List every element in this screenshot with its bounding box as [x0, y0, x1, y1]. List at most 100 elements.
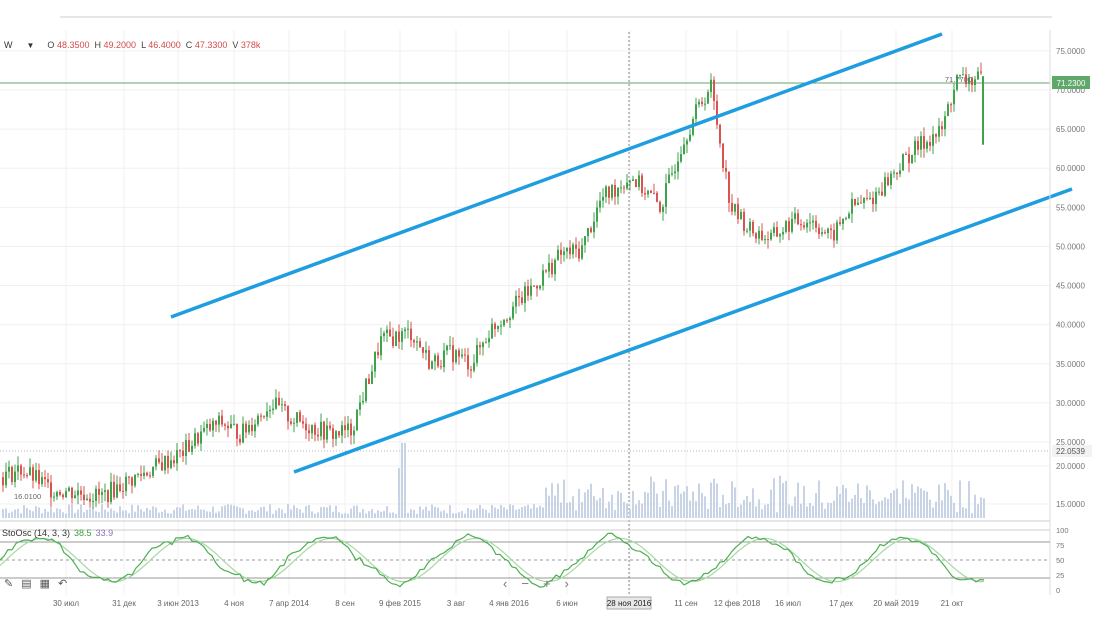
- scroll-left-icon[interactable]: ‹: [503, 576, 508, 591]
- volume-bar: [32, 511, 34, 518]
- zoom-in-icon[interactable]: +: [542, 576, 551, 591]
- candle-body: [488, 338, 490, 343]
- volume-bar: [254, 511, 256, 518]
- candle-body: [629, 180, 631, 183]
- layers-icon[interactable]: ▤: [21, 578, 32, 590]
- trend-channel[interactable]: [170, 32, 1073, 474]
- candle-body: [602, 196, 604, 201]
- candle-body: [269, 410, 271, 412]
- low-value: 46.4000: [148, 40, 181, 50]
- candle-body: [509, 318, 511, 321]
- volume-bar: [740, 504, 742, 518]
- candle-body: [641, 175, 643, 193]
- volume-bar: [86, 509, 88, 518]
- volume-bar: [293, 505, 295, 518]
- low-label: 16.0100: [14, 492, 41, 501]
- candle-body: [89, 498, 91, 502]
- volume-bar: [956, 512, 958, 518]
- candle-body: [302, 421, 304, 424]
- candle-body: [311, 424, 313, 434]
- volume-bars: [0, 443, 1050, 522]
- candle-body: [260, 415, 262, 417]
- close-label: C: [185, 40, 193, 50]
- pencil-icon[interactable]: ✎: [4, 578, 14, 590]
- volume-bar: [383, 511, 385, 518]
- volume-bar: [347, 513, 349, 518]
- last-price-label: 71.2300: [1057, 79, 1086, 88]
- volume-bar: [26, 508, 28, 518]
- volume-bar: [11, 511, 13, 518]
- volume-bar: [410, 509, 412, 518]
- scroll-right-icon[interactable]: ›: [564, 576, 569, 591]
- candle-body: [152, 466, 154, 476]
- candle-body: [743, 211, 745, 231]
- candle-body: [548, 262, 550, 272]
- y-tick-label: 30.0000: [1056, 399, 1085, 408]
- candle-body: [722, 143, 724, 168]
- candle-body: [479, 345, 481, 348]
- chevron-down-icon[interactable]: ▼: [26, 41, 35, 50]
- volume-bar: [674, 486, 676, 518]
- volume-bar: [449, 505, 451, 518]
- undo-icon[interactable]: ↶: [58, 578, 68, 590]
- candle-body: [881, 191, 883, 196]
- candle-body: [707, 91, 709, 104]
- volume-bar: [413, 509, 415, 518]
- candle-body: [65, 491, 67, 498]
- stochastic-legend[interactable]: StoOsc (14, 3, 3) 38.5 33.9: [2, 528, 113, 538]
- candle-body: [785, 221, 787, 232]
- candle-body: [911, 155, 913, 164]
- candle-body: [461, 354, 463, 357]
- volume-bar: [80, 504, 82, 518]
- volume-bar: [425, 506, 427, 518]
- candle-body: [74, 495, 76, 499]
- candle-body: [926, 142, 928, 149]
- channel-upper-line: [170, 32, 943, 319]
- candle-body: [806, 222, 808, 228]
- candle-body: [227, 425, 229, 429]
- volume-bar: [695, 501, 697, 518]
- candle-body: [734, 203, 736, 212]
- volume-bar: [314, 513, 316, 518]
- candle-body: [53, 496, 55, 498]
- candle-body: [671, 173, 673, 175]
- horizontal-price-lines: [0, 82, 1050, 452]
- zoom-out-icon[interactable]: −: [521, 576, 529, 591]
- candle-body: [428, 350, 430, 369]
- volume-bar: [173, 509, 175, 518]
- volume-bar: [212, 506, 214, 518]
- candle-body: [809, 222, 811, 224]
- volume-bar: [233, 505, 235, 518]
- candle-body: [125, 476, 127, 492]
- volume-bar: [380, 511, 382, 518]
- candle-body: [980, 71, 982, 73]
- volume-bar: [398, 468, 400, 518]
- candle-body: [131, 477, 133, 486]
- candle-body: [482, 342, 484, 348]
- volume-bar: [626, 503, 628, 518]
- volume-bar: [962, 507, 964, 518]
- symbol-label[interactable]: W: [4, 40, 13, 50]
- candle-body: [569, 247, 571, 255]
- volume-bar: [857, 483, 859, 518]
- candle-body: [77, 490, 79, 496]
- candle-body: [350, 423, 352, 436]
- volume-bar: [29, 509, 31, 518]
- volume-bar: [356, 505, 358, 518]
- candle-body: [932, 134, 934, 146]
- volume-bar: [359, 512, 361, 518]
- volume-bar: [2, 509, 4, 518]
- peak-label: 71.7700: [945, 75, 972, 84]
- volume-bar: [935, 501, 937, 518]
- volume-bar: [74, 512, 76, 518]
- candle-body: [317, 434, 319, 437]
- candle-body: [233, 423, 235, 425]
- volume-bar: [755, 506, 757, 518]
- indicators-icon[interactable]: ▦: [39, 578, 51, 590]
- candle-body: [14, 471, 16, 483]
- volume-bar: [560, 502, 562, 518]
- candle-body: [536, 285, 538, 289]
- candle-body: [236, 423, 238, 439]
- volume-bar: [974, 494, 976, 518]
